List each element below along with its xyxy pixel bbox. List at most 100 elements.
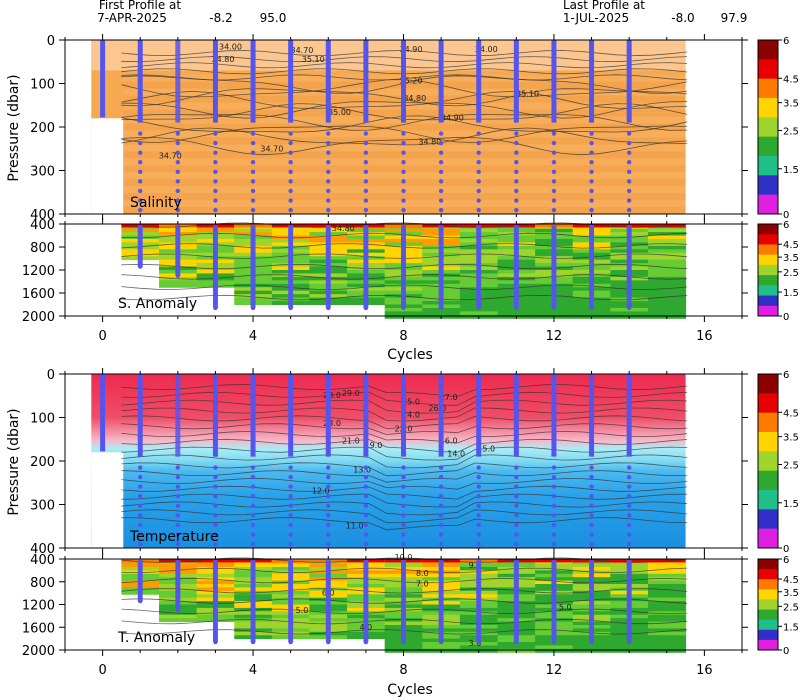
profile-dot <box>363 236 369 242</box>
panel-temp: 28.029.023.027.026.025.024.022.021.019.0… <box>30 368 799 557</box>
profile-dot <box>626 198 632 203</box>
profile-dot <box>363 594 369 599</box>
profile-dot <box>401 282 406 288</box>
profile-dot <box>626 245 632 251</box>
profile-dot <box>250 474 256 480</box>
profile-dot <box>288 621 293 627</box>
profile-dot <box>213 160 218 165</box>
profile-dot <box>250 541 256 547</box>
profile-dot <box>213 585 218 590</box>
profile-dot <box>551 131 557 136</box>
profile-dot <box>401 273 406 278</box>
y-tick-label: 400 <box>30 542 55 557</box>
profile-dot <box>250 576 256 581</box>
profile-dot <box>401 607 406 613</box>
profile-dot <box>250 603 256 608</box>
anomaly-cell <box>459 311 499 316</box>
profile-dot <box>401 612 406 617</box>
profile-dot <box>213 465 218 470</box>
panel-sal: 34.00 34.70 34.80 35.10 34.90 34.00 35.20 34.80… <box>30 34 799 223</box>
profile-dot <box>401 626 406 631</box>
anomaly-cell <box>647 590 687 595</box>
profile-dot <box>138 264 143 269</box>
profile-dot <box>589 140 594 146</box>
profile-dot <box>326 245 331 251</box>
colorbar-segment <box>758 609 778 620</box>
profile-dot <box>288 259 293 265</box>
profile-dot <box>401 474 406 480</box>
profile-dot <box>438 635 444 640</box>
profile-dot <box>288 296 293 301</box>
profile-dot <box>551 484 557 489</box>
profile-dot <box>476 160 481 165</box>
profile-dot <box>326 236 331 242</box>
anomaly-cell <box>647 645 687 650</box>
colorbar-segment <box>758 285 778 296</box>
profile-bar <box>438 374 444 457</box>
y-tick-label: 400 <box>30 218 55 233</box>
profile-dot <box>476 576 481 581</box>
profile-dot <box>213 250 218 255</box>
colorbar-segment <box>758 559 778 570</box>
profile-dot <box>175 160 181 165</box>
contour-label: 11.0 <box>346 521 364 530</box>
profile-dot <box>363 589 369 595</box>
profile-dot <box>288 626 293 631</box>
x-tick-label: 8 <box>399 663 407 678</box>
profile-dot <box>401 131 406 136</box>
profile-dot <box>138 541 143 547</box>
salinity-band <box>123 172 686 180</box>
profile-dot <box>363 603 369 608</box>
panel-sano: 34.80 400 800 1200 1600 2000 S. Anomaly 6 4.5 3.5… <box>22 218 799 325</box>
profile-dot <box>589 305 594 311</box>
anomaly-cell <box>647 624 687 629</box>
profile-dot <box>288 241 293 246</box>
colorbar-tick-label: 6 <box>783 370 789 381</box>
profile-dot <box>589 179 594 184</box>
profile-dot <box>438 268 444 274</box>
profile-dot <box>213 571 218 576</box>
profile-dot <box>288 264 293 269</box>
profile-dot <box>589 562 594 567</box>
profile-dot <box>326 259 331 265</box>
profile-dot <box>138 198 143 203</box>
profile-dot <box>476 259 481 265</box>
profile-dot <box>288 160 293 165</box>
contour-label: 35.00 <box>328 108 351 117</box>
profile-dot <box>213 232 218 237</box>
profile-dot <box>476 236 481 242</box>
profile-dot <box>438 603 444 608</box>
y-tick-label: 1600 <box>22 621 55 636</box>
profile-dot <box>250 188 256 194</box>
profile-dot <box>175 598 181 604</box>
profile-dot <box>438 612 444 617</box>
contour-label: 16.0 <box>440 437 458 446</box>
profile-dot <box>213 635 218 640</box>
profile-dot <box>288 305 293 311</box>
profile-dot <box>551 474 557 480</box>
anomaly-cell <box>159 614 198 619</box>
colorbar-segment <box>758 59 778 79</box>
profile-dot <box>589 603 594 608</box>
profile-dot <box>551 255 557 260</box>
profile-dot <box>138 522 143 528</box>
profile-dot <box>626 255 632 260</box>
profile-dot <box>326 241 331 246</box>
profile-dot <box>175 585 181 590</box>
profile-dot <box>363 635 369 640</box>
anomaly-cell <box>159 280 198 285</box>
contour-label: 3.0 <box>469 639 482 648</box>
profile-dot <box>476 598 481 604</box>
y-tick-label: 800 <box>30 576 55 591</box>
profile-dot <box>138 188 143 194</box>
profile-dot <box>626 273 632 278</box>
profile-dot <box>175 576 181 581</box>
profile-dot <box>476 580 481 586</box>
profile-dot <box>401 278 406 283</box>
profile-dot <box>401 198 406 203</box>
profile-dot <box>250 562 256 567</box>
profile-dot <box>175 250 181 255</box>
anomaly-cell <box>647 259 687 264</box>
y-tick-label: 200 <box>30 121 55 136</box>
profile-dot <box>401 571 406 576</box>
